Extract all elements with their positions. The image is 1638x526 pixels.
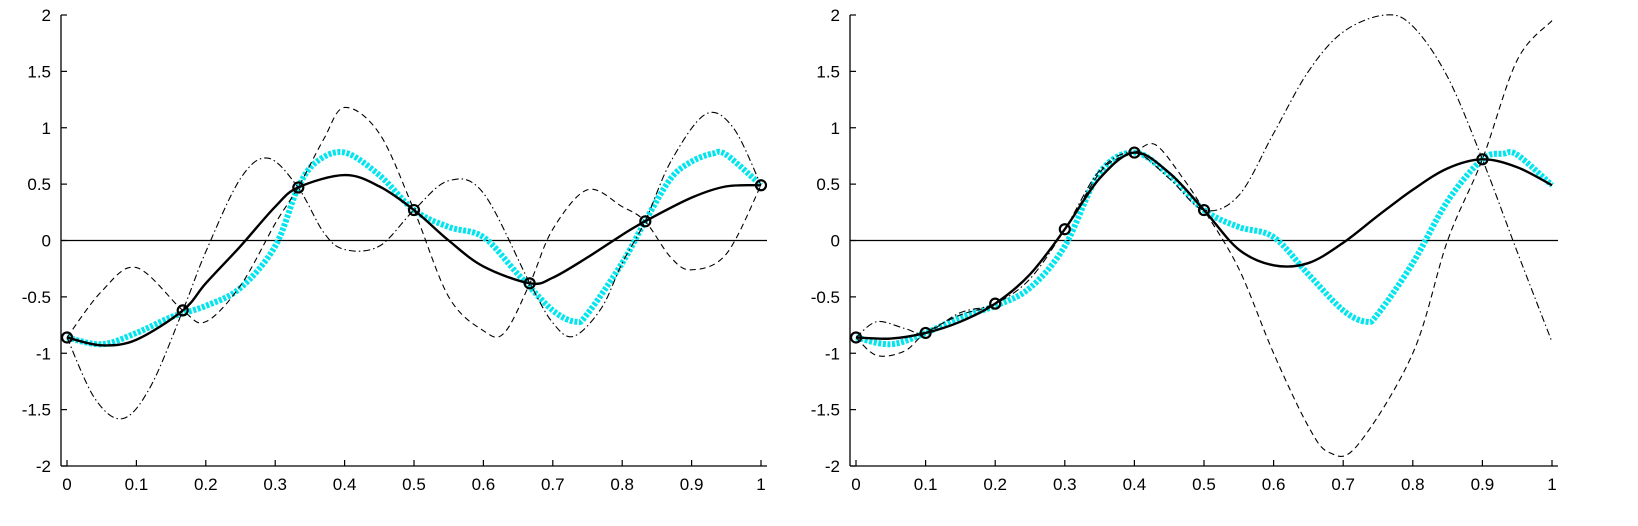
x-tick-label: 0.9 bbox=[1471, 475, 1495, 494]
x-tick-label: 0.6 bbox=[1262, 475, 1286, 494]
x-tick-label: 0.8 bbox=[1401, 475, 1425, 494]
y-tick-label: 0.5 bbox=[27, 175, 51, 194]
x-tick-label: 0.6 bbox=[472, 475, 496, 494]
node-marker bbox=[919, 326, 932, 340]
y-tick-label: 1.5 bbox=[816, 62, 840, 81]
node-marker bbox=[754, 179, 768, 192]
y-tick-label: -0.5 bbox=[811, 288, 840, 307]
series-line-solid bbox=[855, 151, 1553, 340]
y-tick-label: -1 bbox=[36, 344, 51, 363]
y-tick-label: 0 bbox=[42, 232, 51, 251]
x-tick-label: 0.4 bbox=[1123, 475, 1147, 494]
x-tick-label: 1 bbox=[1547, 475, 1556, 494]
x-tick-label: 0.3 bbox=[1053, 475, 1077, 494]
x-tick-label: 0.3 bbox=[263, 475, 287, 494]
node-marker bbox=[639, 215, 652, 228]
x-tick-label: 1 bbox=[756, 475, 765, 494]
series-line-dashed bbox=[855, 20, 1553, 458]
y-tick-label: -1 bbox=[825, 344, 840, 363]
x-tick-label: 0.7 bbox=[541, 475, 565, 494]
x-tick-label: 0 bbox=[851, 475, 860, 494]
node-marker bbox=[407, 203, 421, 217]
series-group bbox=[66, 106, 763, 420]
series-line-cyan bbox=[66, 148, 763, 348]
y-tick-label: 2 bbox=[42, 6, 51, 25]
x-tick-label: 0 bbox=[62, 475, 71, 494]
x-tick-label: 0.2 bbox=[194, 475, 218, 494]
x-tick-label: 0.7 bbox=[1331, 475, 1355, 494]
y-tick-label: -1.5 bbox=[22, 401, 51, 420]
node-marker bbox=[1476, 153, 1489, 166]
node-marker bbox=[292, 181, 305, 194]
x-tick-label: 0.9 bbox=[680, 475, 704, 494]
node-marker bbox=[1128, 146, 1141, 159]
x-tick-label: 0.4 bbox=[333, 475, 357, 494]
series-group bbox=[855, 14, 1554, 458]
y-tick-label: -2 bbox=[825, 457, 840, 476]
y-tick-label: 1.5 bbox=[27, 62, 51, 81]
y-tick-label: 0 bbox=[831, 232, 840, 251]
right-plot-panel: -2 -1.5 -1 -0.5 0 0.5 1 1.5 2 0 0.1 0.2 0.3 0.4 0.5 0.6… bbox=[811, 6, 1558, 494]
x-tick-label: 0.2 bbox=[983, 475, 1007, 494]
node-marker bbox=[176, 304, 189, 317]
x-tick-label: 0.5 bbox=[1192, 475, 1216, 494]
x-tick-label: 0.1 bbox=[125, 475, 149, 494]
left-plot-panel: -2 -1.5 -1 -0.5 0 0.5 1 1.5 2 0 0.1 0.2 0.3 0.4 0.5 0.6… bbox=[22, 6, 768, 494]
series-line-solid bbox=[66, 173, 762, 347]
y-tick-label: -1.5 bbox=[811, 401, 840, 420]
x-tick-label: 0.1 bbox=[914, 475, 938, 494]
x-tick-label: 0.5 bbox=[402, 475, 426, 494]
series-line-dashdot bbox=[855, 14, 1553, 343]
node-marker bbox=[849, 331, 863, 344]
y-tick-label: -2 bbox=[36, 457, 51, 476]
y-tick-label: 0.5 bbox=[816, 175, 840, 194]
y-tick-label: 1 bbox=[42, 119, 51, 138]
y-tick-label: -0.5 bbox=[22, 288, 51, 307]
series-line-dashed bbox=[66, 106, 762, 338]
node-marker bbox=[1197, 203, 1211, 217]
y-tick-label: 1 bbox=[831, 119, 840, 138]
node-marker bbox=[60, 331, 74, 344]
x-tick-label: 0.8 bbox=[610, 475, 634, 494]
node-marker bbox=[1058, 223, 1071, 236]
node-marker bbox=[523, 277, 536, 290]
y-tick-label: 2 bbox=[831, 6, 840, 25]
series-line-dashdot bbox=[66, 111, 762, 420]
node-marker bbox=[989, 297, 1002, 310]
